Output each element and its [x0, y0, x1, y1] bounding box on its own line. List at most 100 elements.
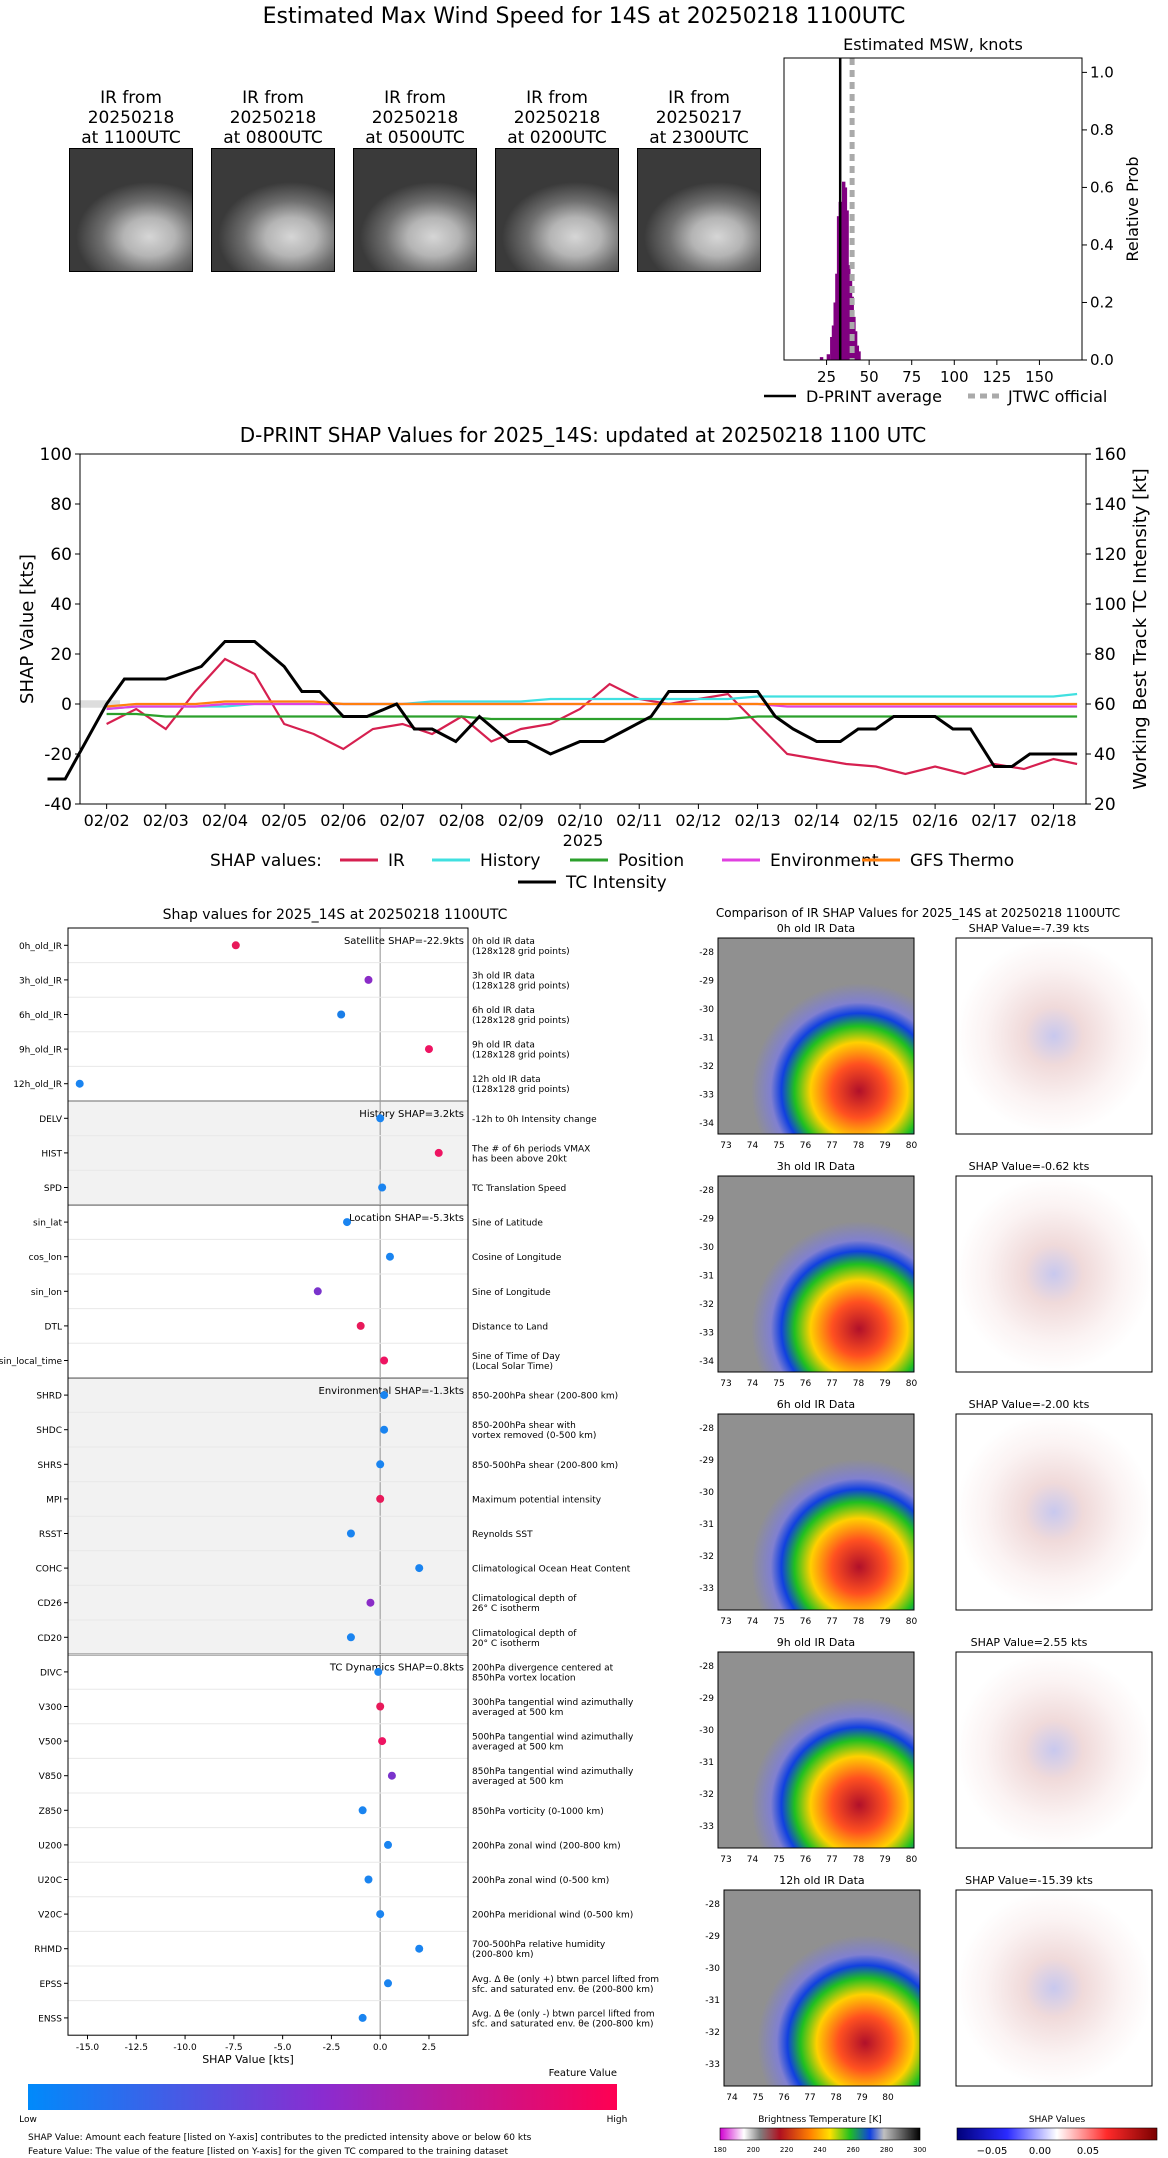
thumbnail-title: IR from 20250218 at 1100UTC — [61, 88, 201, 148]
y-tick-label: 20 — [50, 645, 72, 665]
feature-shap-chart: Shap values for 2025_14S at 20250218 110… — [0, 907, 659, 2157]
feature-description: vortex removed (0-500 km) — [472, 1431, 596, 1441]
ir-shap-comparison: Comparison of IR SHAP Values for 2025_14… — [699, 906, 1158, 2157]
timeseries-frame — [79, 453, 1087, 805]
lat-tick-label: -32 — [699, 1552, 714, 1562]
lon-tick-label: 73 — [720, 1379, 731, 1389]
ir-thumbnail-image — [353, 148, 477, 272]
thumbnail-title-line: IR from — [384, 88, 446, 108]
lon-tick-label: 73 — [720, 1617, 731, 1627]
x-tick-label: 02/18 — [1030, 811, 1076, 830]
feature-description: 3h old IR data — [472, 971, 535, 981]
feature-point — [374, 1667, 383, 1676]
legend-dprint-label: D-PRINT average — [806, 387, 942, 406]
feature-description: 200hPa zonal wind (200-800 km) — [472, 1841, 621, 1851]
y-tick-label: 80 — [50, 495, 72, 515]
feature-point — [384, 1979, 392, 1988]
histogram-bar — [845, 210, 849, 360]
y2-tick-label: 40 — [1094, 745, 1116, 765]
series-line-gfs-thermo — [106, 700, 1078, 708]
x-tick-label: 02/06 — [320, 811, 366, 830]
feature-name: DIVC — [40, 1668, 62, 1678]
shap-colorbar-title: SHAP Values — [1029, 2115, 1086, 2125]
feature-point — [346, 1633, 355, 1642]
feature-description: 850-200hPa shear (200-800 km) — [472, 1392, 618, 1402]
histogram-bar — [840, 221, 844, 360]
feature-name: 9h_old_IR — [19, 1046, 62, 1056]
feature-name: RHMD — [34, 1945, 62, 1955]
ir-panel-image — [717, 1413, 915, 1611]
bt-colorbar-tick: 280 — [880, 2146, 893, 2154]
feature-point — [364, 975, 373, 984]
lat-tick-label: -33 — [699, 1822, 714, 1832]
lat-tick-label: -31 — [705, 1996, 720, 2006]
feature-name: ENSS — [38, 2014, 62, 2024]
histogram-bar — [836, 216, 841, 360]
group-label: History SHAP=3.2kts — [359, 1109, 464, 1120]
feature-name: sin_lat — [33, 1219, 62, 1229]
x-tick-label: -5.0 — [274, 2043, 292, 2053]
lat-tick-label: -33 — [699, 1091, 714, 1101]
lon-tick-label: 80 — [906, 1141, 918, 1151]
feature-point — [343, 1218, 352, 1227]
shap-panel-title: SHAP Value=-2.00 kts — [969, 1398, 1090, 1411]
feature-description: 850-200hPa shear with — [472, 1421, 576, 1431]
x-tick-label: 02/08 — [439, 811, 485, 830]
x-tick-label: -10.0 — [173, 2043, 197, 2053]
thumbnail-title-line: 20250218 — [229, 108, 317, 128]
y2-tick-label: 60 — [1094, 695, 1116, 715]
feature-point — [380, 1356, 389, 1365]
lat-tick-label: -30 — [699, 1488, 714, 1498]
feature-point — [378, 1183, 387, 1192]
feature-description: 850hPa vorticity (0-1000 km) — [472, 1807, 604, 1817]
group-label: Location SHAP=-5.3kts — [349, 1213, 464, 1224]
histogram-title: Estimated MSW, knots — [843, 35, 1023, 54]
y-tick-label: 0.2 — [1090, 293, 1114, 311]
lat-tick-label: -30 — [705, 1964, 720, 1974]
feature-name: V850 — [39, 1772, 63, 1782]
feature-name: COHC — [36, 1565, 62, 1575]
group-label: Environmental SHAP=-1.3kts — [319, 1386, 465, 1397]
lat-tick-label: -31 — [699, 1034, 714, 1044]
ir-panel-title: 12h old IR Data — [779, 1874, 864, 1887]
shap-colorbar — [956, 2127, 1158, 2141]
feature-description: 300hPa tangential wind azimuthally — [472, 1698, 634, 1708]
lon-tick-label: 79 — [856, 2093, 868, 2103]
colorbar-title: Feature Value — [549, 2068, 617, 2079]
x-tick-label: 0.0 — [373, 2043, 388, 2053]
feature-name: V20C — [38, 1911, 62, 1921]
feature-name: MPI — [46, 1495, 62, 1505]
lat-tick-label: -31 — [699, 1520, 714, 1530]
shap-panel-image — [955, 937, 1153, 1135]
x-tick-label: 02/10 — [557, 811, 603, 830]
feature-point — [75, 1079, 84, 1088]
y-tick-label: -40 — [44, 795, 72, 815]
thumbnail-title: IR from 20250217 at 2300UTC — [629, 88, 769, 148]
histogram-bar — [830, 336, 834, 360]
y-axis-label: SHAP Value [kts] — [17, 554, 38, 704]
lon-tick-label: 73 — [720, 1141, 731, 1151]
lon-tick-label: 79 — [879, 1141, 891, 1151]
feature-description: 26° C isotherm — [472, 1604, 540, 1614]
lon-tick-label: 79 — [879, 1617, 891, 1627]
y2-tick-label: 160 — [1094, 445, 1126, 465]
histogram-bar — [835, 273, 839, 360]
lon-tick-label: 78 — [830, 2093, 842, 2103]
x-tick-label: -7.5 — [225, 2043, 243, 2053]
feature-point — [415, 1564, 424, 1573]
shap-colorbar-tick: 0.05 — [1077, 2146, 1099, 2157]
x-tick-label: 02/16 — [912, 811, 958, 830]
lat-tick-label: -31 — [699, 1272, 714, 1282]
feature-point — [313, 1287, 322, 1296]
x-tick-label: 150 — [1025, 368, 1054, 386]
feature-name: cos_lon — [29, 1253, 62, 1263]
feature-description: TC Translation Speed — [471, 1184, 566, 1194]
x-tick-label: -2.5 — [323, 2043, 341, 2053]
feature-description: averaged at 500 km — [472, 1708, 563, 1718]
feature-name: RSST — [39, 1530, 63, 1540]
feature-description: 850hPa vortex location — [472, 1673, 576, 1683]
lon-tick-label: 76 — [800, 1379, 812, 1389]
feature-point — [424, 1045, 433, 1054]
lon-tick-label: 77 — [826, 1379, 837, 1389]
ir-thumbnail-image — [211, 148, 335, 272]
